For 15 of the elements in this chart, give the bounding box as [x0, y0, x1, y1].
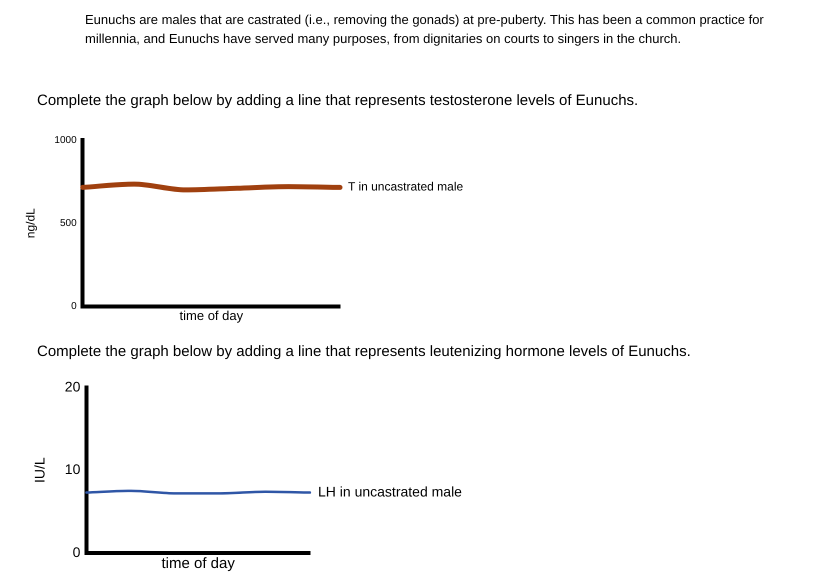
- y-tick-label: 500: [60, 218, 78, 229]
- x-axis-title: time of day: [180, 308, 244, 323]
- y-tick-label: 20: [64, 378, 81, 394]
- text: Eunuchs are males that are castrated (i.e., removing the gonads) at pre-puberty. This has been a common practice for millennia, and Eunuchs have served many purposes, from dignitaries on courts to singers in the church.: [85, 11, 765, 48]
- text: Complete the graph below by adding a line that represents leutenizing hormone levels of Eunuchs.: [37, 343, 691, 360]
- y-tick-label: 1000: [54, 134, 78, 146]
- y-axis-title: IU/L: [31, 457, 48, 484]
- series-label: LH in uncastrated male: [318, 483, 462, 500]
- y-tick-label: 10: [64, 461, 81, 478]
- series-label: T in uncastrated male: [348, 180, 464, 194]
- x-axis-title: time of day: [162, 555, 236, 572]
- y-axis-title: ng/dL: [24, 208, 38, 238]
- y-tick-label: 0: [72, 544, 81, 560]
- y-tick-label: 0: [71, 301, 78, 312]
- chart-title: Complete the graph below by adding a line that represents testosterone levels of Eunuchs.: [37, 92, 638, 109]
